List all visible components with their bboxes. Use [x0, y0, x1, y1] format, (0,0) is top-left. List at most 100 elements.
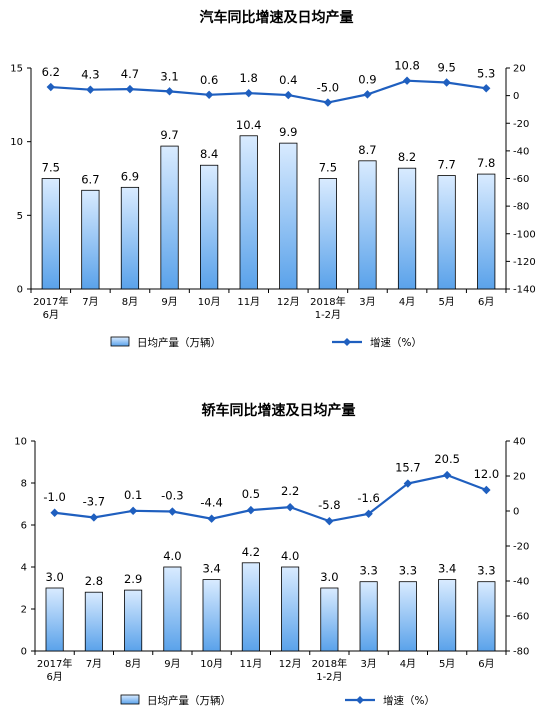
bar — [84, 591, 103, 652]
bar — [120, 186, 140, 290]
y-right-tick-label: 0 — [513, 507, 519, 518]
bar-value-label: 6.9 — [121, 169, 139, 183]
line-value-label: 1.8 — [240, 71, 258, 85]
bar-value-label: 3.4 — [438, 562, 456, 576]
bar-value-label: 7.7 — [437, 158, 455, 172]
line-value-label: 5.3 — [477, 66, 495, 80]
x-tick-label: 11月 — [240, 658, 263, 670]
bar — [124, 589, 143, 652]
line-point — [402, 76, 412, 85]
x-tick-label: 6月 — [43, 309, 59, 321]
line-point — [128, 506, 138, 516]
y-left-tick-label: 8 — [21, 479, 27, 490]
x-tick-label: 3月 — [360, 658, 376, 670]
y-right-tick-label: -20 — [513, 542, 529, 553]
chart-title: 汽车同比增速及日均产量 — [200, 9, 354, 26]
x-tick-label: 10月 — [198, 296, 221, 308]
bar — [477, 173, 496, 290]
y-right-tick-label: -80 — [513, 647, 529, 658]
line-value-label: 12.0 — [474, 467, 500, 481]
line-point — [403, 479, 413, 488]
bar-value-label: 7.5 — [319, 161, 337, 175]
line-point — [284, 90, 293, 100]
line-value-label: 4.3 — [81, 68, 99, 82]
line-value-label: 0.9 — [358, 72, 376, 86]
y-left-tick-label: 5 — [17, 211, 23, 222]
y-right-tick-label: -40 — [513, 146, 529, 157]
bar — [281, 566, 300, 652]
line-value-label: 3.1 — [160, 69, 178, 83]
bar — [318, 178, 337, 290]
line-point — [207, 514, 216, 523]
y-right-tick-label: 40 — [513, 437, 526, 448]
legend-bar-label: 日均产量（万辆） — [137, 336, 221, 349]
x-tick-label: 1-2月 — [316, 671, 342, 683]
line-point — [323, 98, 333, 107]
line-value-label: 0.6 — [200, 73, 218, 87]
bar-value-label: 8.7 — [358, 143, 376, 157]
y-right-tick-label: -120 — [513, 257, 536, 268]
bar — [397, 167, 417, 290]
legend: 日均产量（万辆） 增速（%） — [110, 336, 422, 349]
line-point — [364, 509, 373, 518]
x-tick-label: 4月 — [400, 658, 416, 670]
line-value-label: -4.4 — [200, 496, 222, 510]
bar — [160, 145, 179, 290]
bar — [320, 587, 339, 652]
y-right-tick-label: -140 — [513, 285, 536, 296]
x-tick-label: 9月 — [161, 296, 177, 308]
bar — [202, 579, 221, 652]
y-left-tick-label: 6 — [21, 521, 27, 532]
chart-automobile: 汽车同比增速及日均产量 0 5 10 15 20 0 -20 -40 -60 -80 -100 -120… — [10, 9, 535, 349]
line-value-label: 0.5 — [242, 487, 260, 501]
line-value-label: 10.8 — [394, 59, 420, 73]
legend-line-marker — [343, 338, 351, 346]
y-left-tick-label: 10 — [10, 137, 23, 148]
y-left-tick-label: 2 — [21, 605, 27, 616]
legend-bar-swatch — [120, 694, 140, 705]
line-value-label: -3.7 — [83, 494, 105, 508]
x-tick-label: 5月 — [439, 658, 455, 670]
line-point — [482, 485, 491, 495]
x-tick-label: 1-2月 — [315, 309, 341, 321]
bar-value-label: 4.0 — [281, 549, 299, 563]
bar — [41, 178, 60, 290]
line-value-label: -5.0 — [317, 81, 339, 95]
bar — [81, 189, 100, 290]
bar-value-label: 10.4 — [236, 118, 262, 132]
chart-title: 轿车同比增速及日均产量 — [202, 402, 356, 419]
x-tick-label: 6月 — [46, 671, 62, 683]
x-tick-label: 2018年 — [310, 295, 345, 308]
bar-value-label: 3.4 — [202, 562, 220, 576]
line-value-label: 20.5 — [434, 452, 460, 466]
x-tick-label: 3月 — [359, 296, 375, 308]
x-tick-label: 8月 — [125, 658, 141, 670]
line-value-label: -5.8 — [318, 498, 340, 512]
x-tick-label: 10月 — [200, 658, 223, 670]
bar — [241, 562, 260, 652]
bar-value-label: 3.3 — [359, 564, 377, 578]
legend-bar-swatch — [110, 336, 130, 347]
bar — [358, 160, 377, 290]
line-value-label: -0.3 — [161, 489, 183, 503]
bar-value-label: 3.3 — [477, 564, 495, 578]
bar-value-label: 9.7 — [160, 128, 178, 142]
bar — [359, 581, 378, 652]
line-point — [46, 82, 55, 92]
bar-value-label: 2.9 — [124, 572, 142, 586]
bar — [398, 581, 417, 652]
legend-line-marker — [356, 696, 364, 704]
bar-value-label: 7.8 — [477, 156, 495, 170]
bar-value-label: 9.9 — [279, 125, 297, 139]
bar — [437, 175, 456, 290]
bar — [438, 579, 457, 652]
x-tick-label: 12月 — [277, 296, 300, 308]
y-left-tick-label: 10 — [14, 437, 27, 448]
y-right-tick-label: -80 — [513, 202, 529, 213]
legend-bar-label: 日均产量（万辆） — [147, 694, 231, 707]
legend-line-label: 增速（%） — [370, 336, 422, 349]
x-tick-label: 9月 — [164, 658, 180, 670]
y-right-tick-label: 20 — [513, 64, 526, 75]
x-tick-label: 2018年 — [312, 657, 347, 670]
